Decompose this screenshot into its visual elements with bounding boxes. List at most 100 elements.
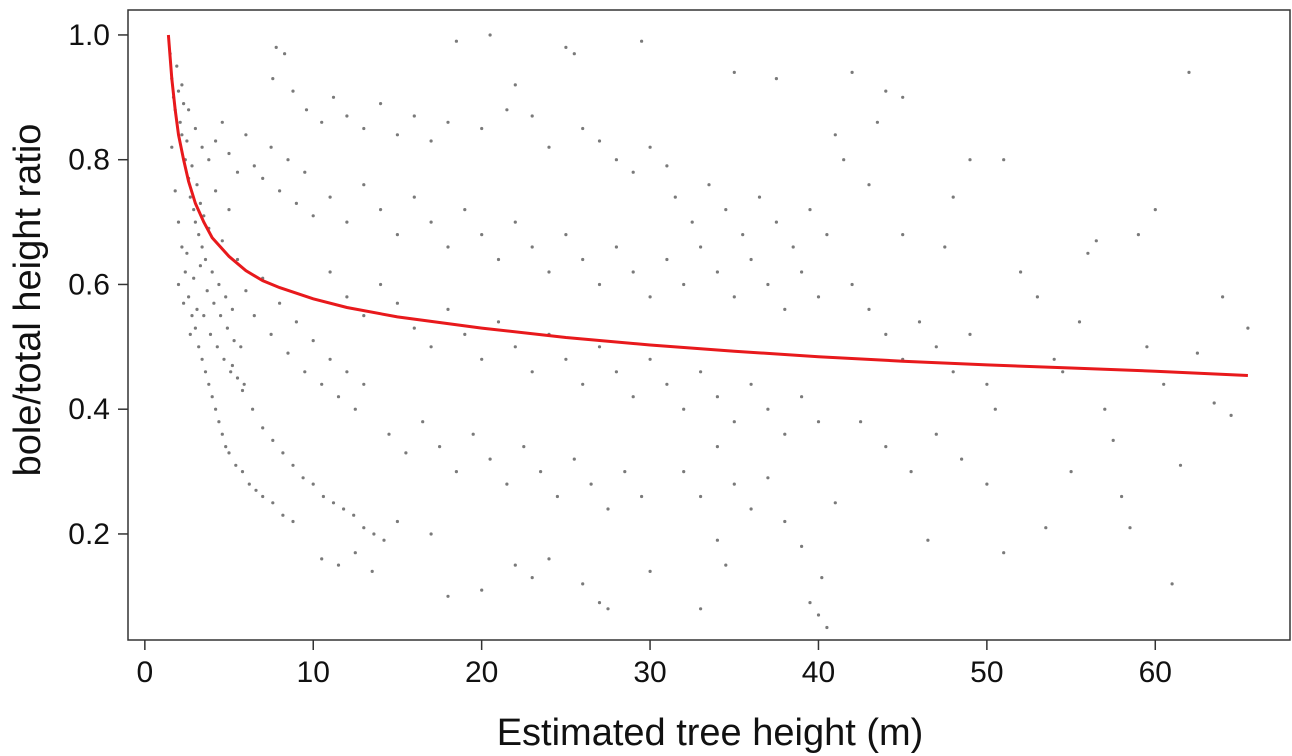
scatter-point xyxy=(631,170,635,174)
scatter-point xyxy=(180,83,184,87)
scatter-point xyxy=(438,445,442,449)
scatter-point xyxy=(294,320,298,324)
scatter-point xyxy=(825,233,829,237)
scatter-point xyxy=(192,276,196,280)
scatter-point xyxy=(850,282,854,287)
scatter-point xyxy=(395,233,399,237)
scatter-point xyxy=(581,126,585,131)
scatter-point xyxy=(446,307,450,311)
scatter-point xyxy=(200,245,204,249)
scatter-point xyxy=(180,245,184,249)
scatter-point xyxy=(320,382,324,386)
y-tick-label: 0.6 xyxy=(68,268,110,301)
scatter-point xyxy=(336,563,341,567)
scatter-point xyxy=(682,407,686,411)
scatter-point xyxy=(412,114,416,118)
scatter-point xyxy=(606,607,610,611)
scatter-point xyxy=(1145,345,1149,349)
scatter-point xyxy=(783,519,787,524)
scatter-point xyxy=(597,345,602,349)
scatter-point xyxy=(219,314,223,318)
scatter-point xyxy=(362,183,366,187)
scatter-point xyxy=(234,463,238,467)
scatter-point xyxy=(867,307,871,311)
scatter-point xyxy=(623,470,627,474)
scatter-point xyxy=(345,220,349,224)
scatter-point xyxy=(244,289,248,293)
scatter-point xyxy=(513,220,517,224)
scatter-point xyxy=(471,432,475,436)
scatter-point xyxy=(732,70,736,74)
scatter-point xyxy=(589,482,593,486)
scatter-point xyxy=(197,345,201,349)
scatter-point xyxy=(230,363,234,368)
scatter-point xyxy=(182,102,186,106)
scatter-point xyxy=(783,432,787,436)
scatter-point xyxy=(352,513,356,517)
scatter-point xyxy=(200,357,204,361)
scatter-point xyxy=(816,295,821,299)
scatter-point xyxy=(808,208,812,212)
scatter-point xyxy=(217,282,221,287)
scatter-point xyxy=(345,114,349,118)
scatter-point xyxy=(446,245,450,249)
scatter-point xyxy=(724,208,728,212)
scatter-point xyxy=(1187,70,1191,74)
scatter-point xyxy=(175,64,179,68)
scatter-point xyxy=(227,151,231,156)
scatter-point xyxy=(387,432,391,436)
y-tick-label: 1.0 xyxy=(68,19,110,52)
scatter-point xyxy=(505,108,509,112)
scatter-point xyxy=(382,538,386,542)
scatter-point xyxy=(185,139,189,143)
scatter-point xyxy=(715,445,720,449)
scatter-point xyxy=(342,507,346,511)
scatter-point xyxy=(210,395,214,399)
scatter-point xyxy=(252,164,256,168)
scatter-point xyxy=(1153,208,1157,212)
scatter-point xyxy=(1195,351,1199,355)
scatter-point xyxy=(362,526,366,530)
scatter-point xyxy=(463,208,467,212)
scatter-point xyxy=(240,470,245,474)
scatter-point xyxy=(581,582,585,586)
scatter-point xyxy=(901,95,905,99)
scatter-point xyxy=(187,295,191,299)
scatter-point xyxy=(951,370,955,374)
scatter-point xyxy=(774,77,779,81)
scatter-point xyxy=(884,445,888,449)
scatter-point xyxy=(825,625,829,630)
scatter-point xyxy=(505,482,509,486)
scatter-point xyxy=(193,220,197,224)
scatter-point xyxy=(993,407,997,411)
scatter-point xyxy=(222,357,226,361)
scatter-point xyxy=(212,301,216,305)
scatter-point xyxy=(1162,382,1166,386)
scatter-point xyxy=(286,158,290,162)
scatter-point xyxy=(353,407,357,411)
scatter-point xyxy=(1077,320,1082,324)
scatter-point xyxy=(530,576,534,580)
scatter-point xyxy=(379,208,383,212)
scatter-point xyxy=(749,507,753,511)
scatter-point xyxy=(682,470,686,474)
scatter-point xyxy=(429,532,433,536)
scatter-point xyxy=(188,195,192,199)
scatter-point xyxy=(530,370,534,374)
scatter-point xyxy=(665,382,669,386)
scatter-point xyxy=(724,563,728,567)
scatter-point xyxy=(606,507,610,511)
scatter-point xyxy=(188,332,192,336)
scatter-point xyxy=(412,195,416,199)
x-tick-label: 40 xyxy=(802,656,835,689)
scatter-point xyxy=(715,538,720,542)
scatter-point xyxy=(227,451,231,455)
scatter-point xyxy=(235,257,240,262)
scatter-point xyxy=(766,476,770,480)
scatter-point xyxy=(1128,526,1132,530)
scatter-point xyxy=(198,201,202,205)
scatter-point xyxy=(224,445,228,449)
scatter-point xyxy=(749,382,753,386)
scatter-point xyxy=(1170,582,1174,586)
scatter-point xyxy=(1094,239,1098,243)
